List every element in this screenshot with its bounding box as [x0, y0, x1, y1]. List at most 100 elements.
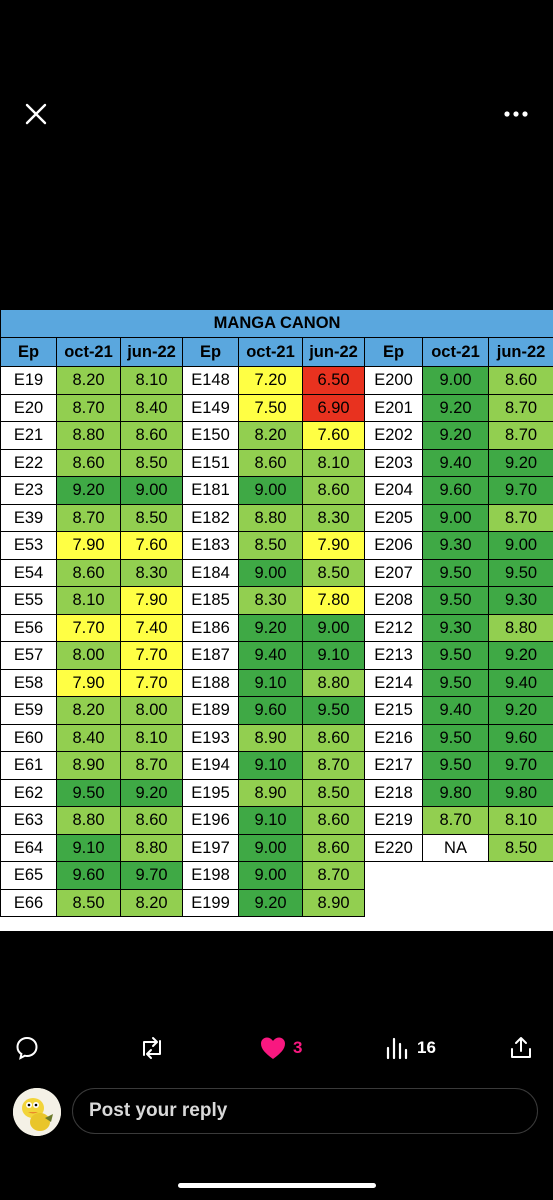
- column-header: jun-22: [120, 337, 183, 367]
- score-cell: 9.50: [422, 586, 489, 615]
- score-cell: 7.70: [120, 641, 183, 670]
- score-cell: 8.30: [302, 503, 365, 532]
- avatar[interactable]: [13, 1088, 61, 1136]
- episode-cell: E193: [182, 723, 239, 752]
- score-cell: 8.10: [56, 586, 121, 615]
- views-count: 16: [417, 1038, 436, 1057]
- views-button[interactable]: 16: [385, 1028, 436, 1068]
- score-cell: 9.70: [487, 476, 553, 505]
- episode-cell: E53: [0, 531, 57, 560]
- score-cell: 6.50: [302, 366, 365, 395]
- score-cell: 8.20: [56, 366, 121, 395]
- table-row: E19 8.20 8.10 E148 7.20 6.50 E200 9.00 8.60: [0, 366, 553, 395]
- tweet-action-bar: 3 16: [0, 1028, 553, 1068]
- score-cell: 9.60: [487, 723, 553, 752]
- table-row: E57 8.00 7.70 E187 9.40 9.10 E213 9.50 9.20: [0, 641, 553, 670]
- reply-input[interactable]: Post your reply: [72, 1088, 538, 1134]
- score-cell: 8.40: [56, 723, 121, 752]
- episode-cell: E23: [0, 476, 57, 505]
- episode-cell: E194: [182, 751, 239, 780]
- score-cell: 9.30: [422, 613, 489, 642]
- score-cell: 9.50: [422, 723, 489, 752]
- score-cell: 6.90: [302, 393, 365, 422]
- episode-cell: E184: [182, 558, 239, 587]
- column-header: Ep: [0, 337, 57, 367]
- table-row: E59 8.20 8.00 E189 9.60 9.50 E215 9.40 9.20: [0, 696, 553, 725]
- score-cell: 8.70: [422, 806, 489, 835]
- table-title: MANGA CANON: [0, 309, 553, 338]
- score-cell: 7.40: [120, 613, 183, 642]
- share-button[interactable]: [508, 1028, 534, 1068]
- score-cell: 9.50: [487, 558, 553, 587]
- table-row: E65 9.60 9.70 E198 9.00 8.70: [0, 861, 553, 890]
- manga-canon-table-image[interactable]: MANGA CANON Ep oct-21 jun-22 Ep oct-21 jun-22…: [0, 309, 553, 931]
- score-cell: 8.60: [302, 476, 365, 505]
- score-cell: 8.90: [238, 778, 303, 807]
- score-cell: 8.70: [120, 751, 183, 780]
- episode-cell: E54: [0, 558, 57, 587]
- episode-cell: E64: [0, 833, 57, 862]
- table-row: E56 7.70 7.40 E186 9.20 9.00 E212 9.30 8.80: [0, 613, 553, 642]
- score-cell: 9.20: [56, 476, 121, 505]
- column-header: Ep: [364, 337, 423, 367]
- score-cell: 9.00: [422, 503, 489, 532]
- table-row: E22 8.60 8.50 E151 8.60 8.10 E203 9.40 9.20: [0, 448, 553, 477]
- reply-icon: [16, 1036, 38, 1060]
- score-cell: 9.50: [422, 668, 489, 697]
- repost-button[interactable]: [137, 1028, 167, 1068]
- score-cell: 9.80: [422, 778, 489, 807]
- score-cell: 9.50: [302, 696, 365, 725]
- episode-cell: E183: [182, 531, 239, 560]
- score-cell: 8.60: [238, 448, 303, 477]
- table-row: E63 8.80 8.60 E196 9.10 8.60 E219 8.70 8.10: [0, 806, 553, 835]
- score-cell: 8.70: [487, 421, 553, 450]
- episode-cell: E185: [182, 586, 239, 615]
- close-button[interactable]: [18, 96, 54, 132]
- score-cell: NA: [422, 833, 489, 862]
- episode-cell: E205: [364, 503, 423, 532]
- more-horizontal-icon: [504, 111, 528, 117]
- episode-cell: E202: [364, 421, 423, 450]
- episode-cell: E150: [182, 421, 239, 450]
- column-header: Ep: [182, 337, 239, 367]
- episode-cell: E204: [364, 476, 423, 505]
- score-cell: 7.60: [302, 421, 365, 450]
- score-cell: 9.10: [238, 806, 303, 835]
- score-cell: 8.70: [56, 503, 121, 532]
- episode-cell: E207: [364, 558, 423, 587]
- score-cell: 9.50: [422, 641, 489, 670]
- home-indicator[interactable]: [178, 1183, 376, 1188]
- score-cell: 8.90: [56, 751, 121, 780]
- score-cell: 8.10: [120, 366, 183, 395]
- reply-button[interactable]: [14, 1028, 40, 1068]
- more-options-button[interactable]: [498, 96, 534, 132]
- score-cell: 8.60: [56, 558, 121, 587]
- score-cell: 9.20: [487, 696, 553, 725]
- score-cell: 7.90: [56, 531, 121, 560]
- score-cell: 9.20: [487, 641, 553, 670]
- column-header: oct-21: [56, 337, 121, 367]
- reply-placeholder: Post your reply: [89, 1100, 228, 1121]
- score-cell: 7.90: [56, 668, 121, 697]
- score-cell: 8.50: [302, 778, 365, 807]
- column-header: oct-21: [238, 337, 303, 367]
- episode-cell: E55: [0, 586, 57, 615]
- score-cell: 7.90: [120, 586, 183, 615]
- score-cell: 8.10: [120, 723, 183, 752]
- score-cell: 8.60: [487, 366, 553, 395]
- score-cell: 9.00: [238, 833, 303, 862]
- episode-cell: E218: [364, 778, 423, 807]
- score-cell: 7.70: [120, 668, 183, 697]
- score-cell: 8.90: [238, 723, 303, 752]
- episode-cell: E63: [0, 806, 57, 835]
- repost-icon: [143, 1037, 161, 1059]
- column-header: jun-22: [487, 337, 553, 367]
- episode-cell: E59: [0, 696, 57, 725]
- table-row: E66 8.50 8.20 E199 9.20 8.90: [0, 888, 553, 917]
- score-cell: 8.00: [56, 641, 121, 670]
- score-cell: 9.10: [56, 833, 121, 862]
- like-button[interactable]: 3: [259, 1028, 302, 1068]
- score-cell: 8.50: [487, 833, 553, 862]
- episode-cell: E196: [182, 806, 239, 835]
- episode-cell: E151: [182, 448, 239, 477]
